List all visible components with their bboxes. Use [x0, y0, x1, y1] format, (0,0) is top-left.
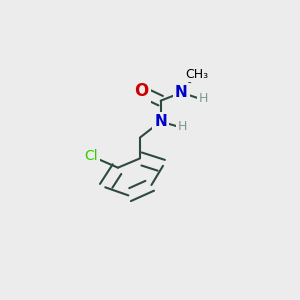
Text: N: N — [154, 114, 167, 129]
Text: O: O — [134, 82, 148, 100]
Text: Cl: Cl — [85, 149, 98, 163]
Text: H: H — [199, 92, 208, 105]
Text: H: H — [178, 120, 188, 133]
Text: N: N — [175, 85, 188, 100]
Text: CH₃: CH₃ — [185, 68, 208, 81]
